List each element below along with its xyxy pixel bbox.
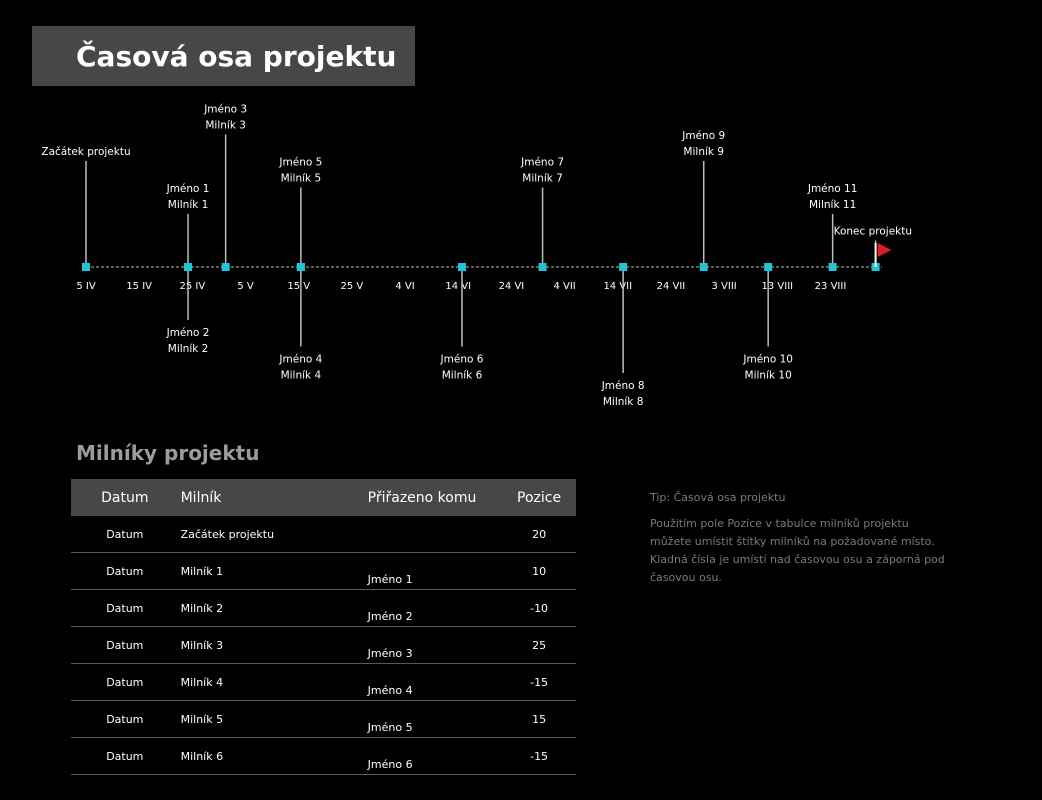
- tip-body: Použitím pole Pozice v tabulce milníků p…: [650, 517, 945, 584]
- milestone-label: Jméno 11: [807, 183, 858, 195]
- cell-position[interactable]: 25: [502, 626, 576, 664]
- milestone-marker: [296, 263, 305, 271]
- milestone-label: Jméno 5: [278, 157, 322, 169]
- milestone-marker: [699, 263, 708, 271]
- cell-position[interactable]: -10: [502, 589, 576, 627]
- table-row[interactable]: Datum Milník 3 Jméno 3 25: [71, 626, 576, 664]
- milestones-table: Datum Milník Přiřazeno komu Pozice Datum…: [71, 479, 576, 775]
- milestone-label: Jméno 4: [278, 354, 322, 366]
- milestone-label: Jméno 8: [601, 380, 645, 392]
- flag-icon: [877, 243, 892, 257]
- milestone-marker: [184, 263, 193, 271]
- x-tick-label: 4 VII: [553, 281, 575, 292]
- milestone-label: Milník 2: [168, 343, 209, 355]
- tip-title: Tip: Časová osa projektu: [650, 491, 786, 504]
- x-tick-label: 23 VIII: [815, 281, 847, 292]
- milestone-marker: [82, 263, 90, 271]
- cell-milestone[interactable]: Milník 4: [178, 663, 368, 701]
- milestone-label: Milník 6: [442, 370, 483, 382]
- page-title: Časová osa projektu: [76, 39, 397, 73]
- cell-position[interactable]: 20: [502, 516, 576, 553]
- cell-milestone[interactable]: Milník 2: [178, 589, 368, 627]
- cell-assigned[interactable]: [367, 516, 503, 553]
- cell-assigned[interactable]: Jméno 1: [367, 552, 503, 590]
- cell-date[interactable]: Datum: [71, 626, 179, 664]
- table-row[interactable]: Datum Milník 1 Jméno 1 10: [71, 552, 576, 590]
- cell-assigned[interactable]: Jméno 6: [367, 737, 503, 775]
- x-tick-label: 24 VII: [657, 281, 686, 292]
- cell-position[interactable]: 10: [502, 552, 576, 590]
- milestone-marker: [221, 263, 230, 271]
- cell-position[interactable]: 15: [502, 700, 576, 738]
- cell-assigned[interactable]: Jméno 4: [367, 663, 503, 701]
- milestone-label: Konec projektu: [834, 226, 912, 238]
- cell-date[interactable]: Datum: [71, 552, 179, 590]
- x-tick-label: 3 VIII: [712, 281, 737, 292]
- table-header-row: Datum Milník Přiřazeno komu Pozice: [71, 479, 576, 516]
- milestone-label: Milník 3: [205, 120, 246, 132]
- cell-assigned[interactable]: Jméno 5: [367, 700, 503, 738]
- milestone-marker: [458, 263, 466, 271]
- cell-date[interactable]: Datum: [71, 737, 179, 775]
- milestone-marker: [764, 263, 773, 271]
- milestone-label: Milník 4: [281, 370, 322, 382]
- x-tick-label: 24 VI: [499, 281, 525, 292]
- x-tick-label: 25 IV: [180, 281, 206, 292]
- title-banner: Časová osa projektu: [32, 26, 415, 86]
- milestone-label: Jméno 9: [681, 130, 725, 142]
- milestone-label: Milník 8: [603, 396, 644, 408]
- cell-assigned[interactable]: Jméno 2: [367, 589, 503, 627]
- cell-date[interactable]: Datum: [71, 700, 179, 738]
- milestone-label: Začátek projektu: [41, 146, 130, 158]
- milestone-marker: [828, 263, 837, 271]
- header-assigned: Přiřazeno komu: [367, 479, 503, 516]
- x-tick-label: 14 VII: [603, 281, 632, 292]
- table-row[interactable]: Datum Milník 4 Jméno 4 -15: [71, 663, 576, 701]
- x-tick-label: 14 VI: [445, 281, 471, 292]
- cell-date[interactable]: Datum: [71, 589, 179, 627]
- milestone-label: Milník 9: [683, 146, 724, 158]
- cell-milestone[interactable]: Milník 3: [178, 626, 368, 664]
- x-tick-label: 5 IV: [76, 281, 95, 292]
- timeline-chart: 5 IV 15 IV 25 IV 5 V 15 V 25 V 4 VI 14 VI 24 VI 4…: [41, 104, 912, 409]
- milestone-label: Milník 1: [168, 199, 209, 211]
- x-tick-label: 15 IV: [126, 281, 152, 292]
- tip-box: Tip: Časová osa projektu Použitím pole P…: [650, 489, 950, 587]
- milestone-label: Jméno 2: [166, 327, 210, 339]
- milestone-label: Milník 11: [809, 199, 856, 211]
- cell-milestone[interactable]: Milník 6: [178, 737, 368, 775]
- x-tick-label: 4 VI: [395, 281, 414, 292]
- cell-assigned[interactable]: Jméno 3: [367, 626, 503, 664]
- cell-position[interactable]: -15: [502, 663, 576, 701]
- x-tick-label: 25 V: [341, 281, 364, 292]
- table-row[interactable]: Datum Milník 2 Jméno 2 -10: [71, 589, 576, 627]
- x-tick-label: 15 V: [287, 281, 310, 292]
- cell-milestone[interactable]: Začátek projektu: [178, 516, 368, 553]
- header-milestone: Milník: [178, 479, 368, 516]
- cell-milestone[interactable]: Milník 1: [178, 552, 368, 590]
- x-tick-label: 13 VIII: [762, 281, 794, 292]
- table-row[interactable]: Datum Začátek projektu 20: [71, 516, 576, 553]
- milestone-label: Milník 7: [522, 173, 563, 185]
- table-row[interactable]: Datum Milník 5 Jméno 5 15: [71, 700, 576, 738]
- cell-date[interactable]: Datum: [71, 516, 179, 553]
- milestone-label: Jméno 7: [520, 157, 564, 169]
- cell-milestone[interactable]: Milník 5: [178, 700, 368, 738]
- header-date: Datum: [71, 479, 179, 516]
- milestone-label: Jméno 3: [203, 104, 247, 116]
- cell-position[interactable]: -15: [502, 737, 576, 775]
- header-position: Pozice: [502, 479, 576, 516]
- milestone-label: Jméno 6: [440, 354, 484, 366]
- x-tick-label: 5 V: [237, 281, 254, 292]
- milestone-label: Milník 5: [281, 173, 322, 185]
- milestone-label: Milník 10: [745, 370, 792, 382]
- table-row[interactable]: Datum Milník 6 Jméno 6 -15: [71, 737, 576, 775]
- milestone-marker: [619, 263, 628, 271]
- milestone-marker: [538, 263, 547, 271]
- section-title: Milníky projektu: [76, 441, 260, 465]
- cell-date[interactable]: Datum: [71, 663, 179, 701]
- milestone-label: Jméno 1: [166, 183, 210, 195]
- milestone-label: Jméno 10: [742, 354, 793, 366]
